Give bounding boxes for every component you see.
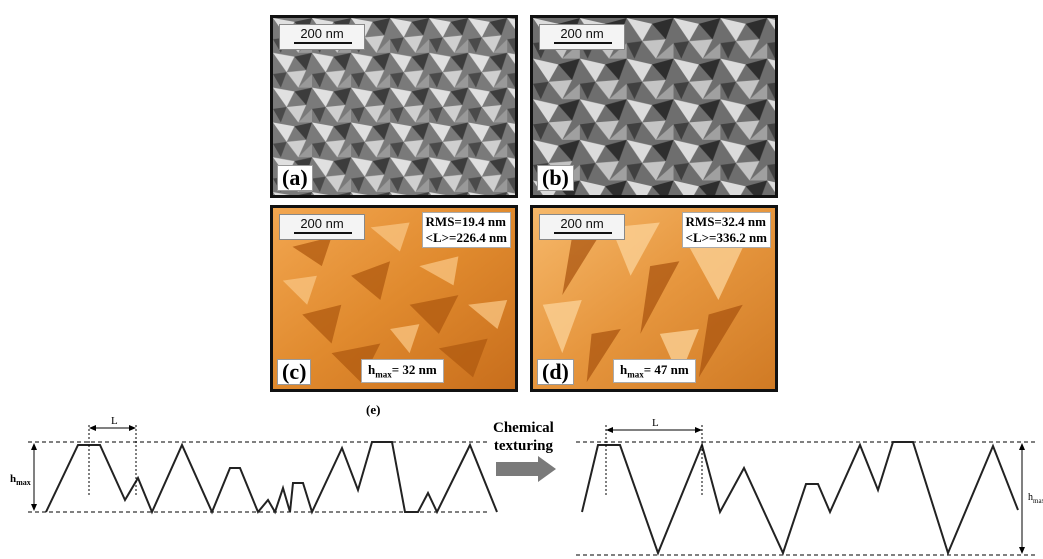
scale-bar-label: 200 nm: [560, 216, 604, 231]
left-L-label: L: [111, 415, 118, 427]
arrow-head-up: [1019, 443, 1025, 450]
hmax-value: = 47 nm: [643, 362, 689, 378]
hmax-sub: max: [627, 370, 644, 380]
arrow-head-left: [606, 427, 613, 433]
rms-value: RMS=32.4 nm: [685, 214, 766, 229]
right-L-label: L: [652, 417, 659, 429]
panel-label: (a): [277, 165, 313, 191]
hmax-label: hmax= 32 nm: [361, 359, 444, 383]
arrow-head-right: [695, 427, 702, 433]
scale-bar: [294, 42, 352, 44]
chemical-text: Chemical: [493, 420, 554, 436]
left-hmax-label: hmax: [10, 473, 31, 487]
scale-bar-box: 200 nm: [279, 214, 365, 240]
scale-bar-box: 200 nm: [539, 24, 625, 50]
left-profile-line: [45, 441, 498, 515]
correlation-length: <L>=226.4 nm: [425, 230, 507, 245]
rms-value: RMS=19.4 nm: [425, 214, 506, 229]
afm-panel-d: 200 nm RMS=32.4 nm <L>=336.2 nm (d) hmax…: [530, 205, 778, 392]
hmax-prefix: h: [620, 362, 628, 378]
sem-panel-a: 200 nm (a): [270, 15, 518, 198]
arrow-head-left: [89, 425, 96, 431]
hmax-label: hmax= 47 nm: [613, 359, 696, 383]
scale-bar: [294, 232, 352, 234]
hmax-prefix: h: [368, 362, 376, 378]
arrow-head-down: [1019, 547, 1025, 554]
arrow-head-right: [129, 425, 136, 431]
texturing-text: texturing: [493, 438, 553, 454]
correlation-length: <L>=336.2 nm: [685, 230, 767, 245]
scale-bar-label: 200 nm: [300, 26, 344, 41]
sem-panel-b: 200 nm (b): [530, 15, 778, 198]
scale-bar-box: 200 nm: [539, 214, 625, 240]
right-hmax-label: hmax: [1028, 492, 1043, 505]
scale-bar-label: 200 nm: [300, 216, 344, 231]
panel-label: (b): [537, 165, 574, 191]
hmax-value: = 32 nm: [391, 362, 437, 378]
texturing-arrow: [496, 456, 556, 482]
scale-bar: [554, 232, 612, 234]
scale-bar: [554, 42, 612, 44]
panel-label-e: (e): [366, 402, 381, 417]
right-profile-line: [581, 441, 1019, 556]
arrow-head-up: [31, 443, 37, 450]
chemical-texturing-label: Chemical texturing: [493, 419, 554, 455]
panel-label: (d): [537, 359, 574, 385]
hmax-sub: max: [375, 370, 392, 380]
scale-bar-box: 200 nm: [279, 24, 365, 50]
afm-panel-c: 200 nm RMS=19.4 nm <L>=226.4 nm (c) hmax…: [270, 205, 518, 392]
roughness-info: RMS=32.4 nm <L>=336.2 nm: [681, 212, 771, 248]
panel-label: (c): [277, 359, 312, 385]
roughness-info: RMS=19.4 nm <L>=226.4 nm: [421, 212, 511, 248]
arrow-head-down: [31, 504, 37, 511]
scale-bar-label: 200 nm: [560, 26, 604, 41]
